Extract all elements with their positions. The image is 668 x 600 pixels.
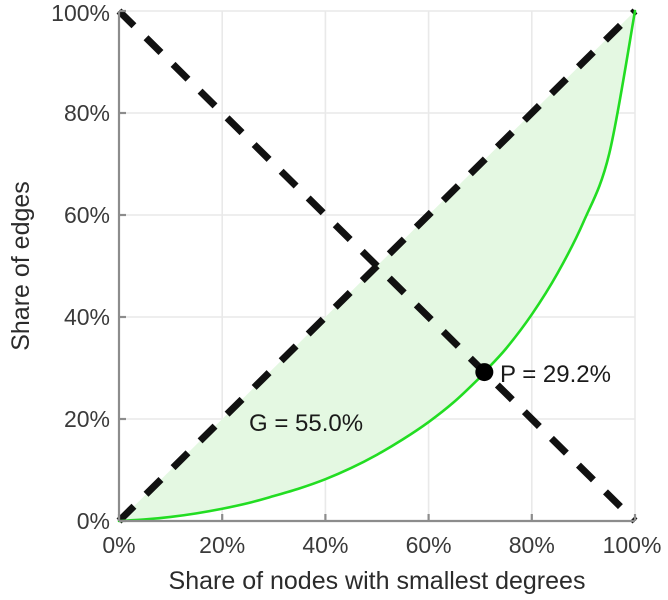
axis-lines	[117, 11, 635, 523]
y-tick-label-100: 100%	[51, 0, 110, 26]
y-tick-label-60: 60%	[64, 202, 110, 228]
x-axis-title: Share of nodes with smallest degrees	[169, 567, 586, 595]
x-tick-label-0: 0%	[102, 532, 135, 558]
y-tick-label-80: 80%	[64, 100, 110, 126]
lorenz-curve-line	[117, 9, 637, 523]
gini-annotation-label: G = 55.0%	[249, 410, 363, 437]
tick-marks	[117, 9, 637, 523]
palma-annotation-label: P = 29.2%	[500, 361, 611, 388]
intersection-point-marker	[475, 363, 494, 382]
y-tick-label-0: 0%	[77, 508, 110, 534]
y-tick-label-20: 20%	[64, 406, 110, 432]
x-tick-label-80: 80%	[509, 532, 555, 558]
x-tick-label-40: 40%	[302, 532, 348, 558]
x-tick-label-20: 20%	[199, 532, 245, 558]
x-tick-label-100: 100%	[603, 532, 662, 558]
x-tick-label-60: 60%	[406, 532, 452, 558]
y-axis-title: Share of edges	[7, 181, 35, 351]
equality-diagonal-dashed-line	[116, 8, 638, 524]
y-tick-label-40: 40%	[64, 304, 110, 330]
